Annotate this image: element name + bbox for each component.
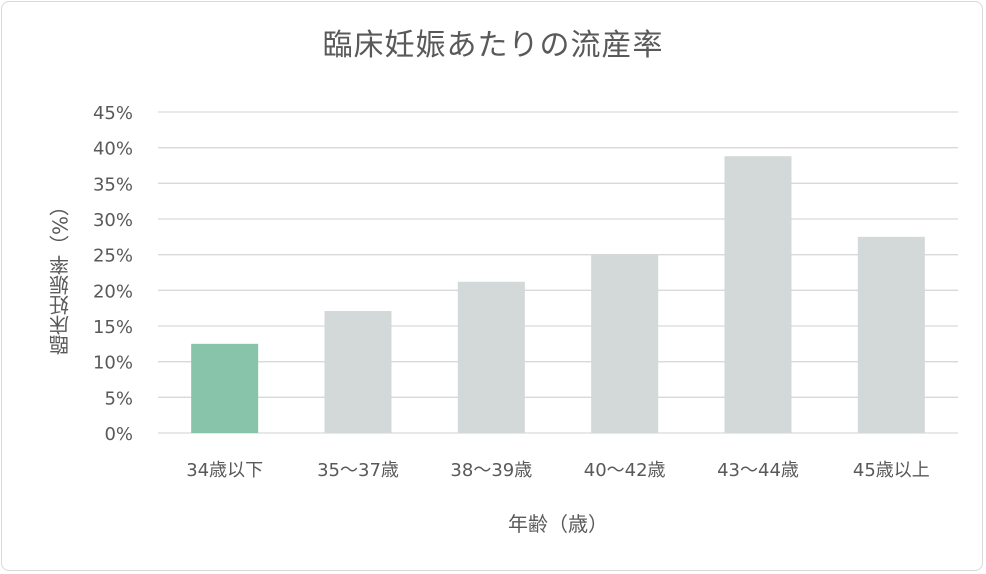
x-tick-label: 38～39歳 (450, 460, 532, 481)
y-tick-label: 10% (93, 353, 133, 374)
bar-6 (857, 236, 925, 433)
bar-4 (591, 254, 659, 433)
bar-3 (457, 281, 525, 433)
y-tick-label: 5% (104, 388, 133, 409)
y-tick-label: 0% (104, 424, 133, 445)
y-tick-label: 15% (93, 317, 133, 338)
x-tick-label: 34歳以下 (186, 460, 263, 481)
x-tick-label: 35～37歳 (317, 460, 399, 481)
bar-1 (191, 343, 259, 433)
chart-title: 臨床妊娠あたりの流産率 (322, 28, 664, 63)
y-tick-label: 30% (93, 210, 133, 231)
bar-5 (724, 156, 792, 433)
y-tick-label: 35% (93, 174, 133, 195)
y-tick-label: 45% (93, 103, 133, 124)
x-tick-label: 40～42歳 (584, 460, 666, 481)
y-tick-label: 40% (93, 139, 133, 160)
bars (191, 156, 925, 433)
x-tick-labels: 34歳以下 35～37歳 38～39歳 40～42歳 43～44歳 45歳以上 (186, 460, 930, 481)
bar-2 (324, 311, 392, 433)
y-tick-label: 25% (93, 246, 133, 267)
y-tick-labels: 0% 5% 10% 15% 20% 25% 30% 35% 40% 45% (93, 103, 133, 445)
gridlines (158, 111, 958, 434)
x-tick-label: 43～44歳 (717, 460, 799, 481)
x-axis-title: 年齢（歳） (508, 512, 608, 536)
x-tick-label: 45歳以上 (853, 460, 930, 481)
y-tick-label: 20% (93, 281, 133, 302)
